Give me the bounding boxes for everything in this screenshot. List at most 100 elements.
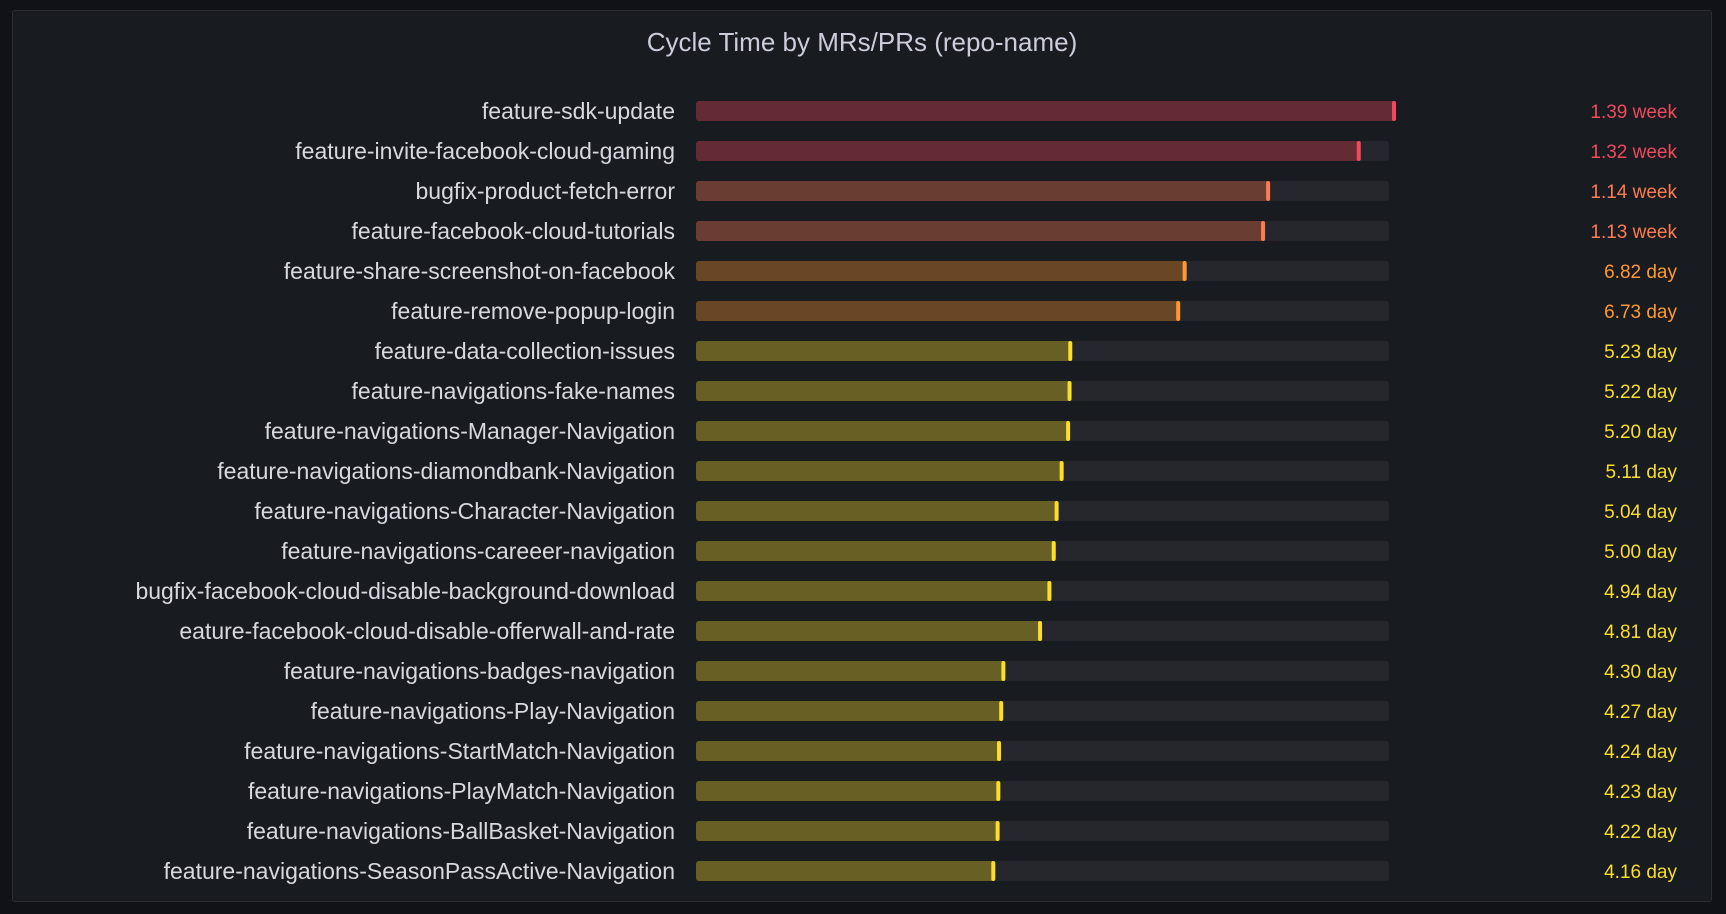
- value-label: 4.81 day: [1604, 622, 1677, 643]
- bar: [696, 381, 1072, 401]
- category-label: feature-remove-popup-login: [391, 298, 675, 324]
- category-label: feature-navigations-Character-Navigation: [254, 498, 675, 524]
- bar-row: feature-data-collection-issues 5.23 day: [375, 338, 1678, 364]
- bar-edge: [1047, 581, 1052, 601]
- category-label: feature-navigations-Play-Navigation: [311, 698, 675, 724]
- category-label: feature-navigations-fake-names: [352, 378, 675, 404]
- bar-row: feature-navigations-Manager-Navigation 5.…: [265, 418, 1678, 444]
- bar: [696, 701, 1004, 721]
- value-label: 1.39 week: [1590, 102, 1677, 123]
- bar: [696, 821, 1000, 841]
- bar-edge: [991, 861, 996, 881]
- bar-row: feature-navigations-Character-Navigation…: [254, 498, 1677, 524]
- bar-edge: [1001, 661, 1006, 681]
- bar-row: feature-facebook-cloud-tutorials 1.13 wee…: [352, 218, 1678, 244]
- bar-row: feature-navigations-careeer-navigation 5.…: [281, 538, 1677, 564]
- bar-edge: [1059, 461, 1064, 481]
- value-label: 5.04 day: [1604, 502, 1677, 523]
- category-label: feature-navigations-StartMatch-Navigatio…: [244, 738, 675, 764]
- bar-edge: [1261, 221, 1266, 241]
- bar: [696, 421, 1071, 441]
- value-label: 6.73 day: [1604, 302, 1677, 323]
- category-label: feature-invite-facebook-cloud-gaming: [295, 138, 675, 164]
- category-label: feature-sdk-update: [482, 98, 675, 124]
- value-label: 4.23 day: [1604, 782, 1677, 803]
- value-label: 5.20 day: [1604, 422, 1677, 443]
- bar-row: feature-navigations-Play-Navigation 4.27 …: [311, 698, 1678, 724]
- value-label: 5.00 day: [1604, 542, 1677, 563]
- value-label: 4.30 day: [1604, 662, 1677, 683]
- category-label: feature-navigations-PlayMatch-Navigation: [248, 778, 675, 804]
- bar-edge: [1051, 541, 1056, 561]
- bar-row: bugfix-product-fetch-error 1.14 week: [416, 178, 1678, 204]
- category-label: feature-navigations-SeasonPassActive-Nav…: [164, 858, 675, 884]
- bar-edge: [1266, 181, 1271, 201]
- bar-edge: [1356, 141, 1361, 161]
- bar-row: feature-invite-facebook-cloud-gaming 1.32…: [295, 138, 1677, 164]
- value-label: 6.82 day: [1604, 262, 1677, 283]
- bar-edge: [1176, 301, 1181, 321]
- bar: [696, 221, 1266, 241]
- chart-panel: Cycle Time by MRs/PRs (repo-name) featur…: [12, 10, 1712, 902]
- category-label: eature-facebook-cloud-disable-offerwall-…: [179, 618, 675, 644]
- category-label: feature-share-screenshot-on-facebook: [284, 258, 676, 284]
- bar: [696, 341, 1073, 361]
- bar-row: eature-facebook-cloud-disable-offerwall-…: [179, 618, 1677, 644]
- bar-row: feature-remove-popup-login 6.73 day: [391, 298, 1677, 324]
- bar-row: bugfix-facebook-cloud-disable-background…: [135, 578, 1677, 604]
- value-label: 5.22 day: [1604, 382, 1677, 403]
- bar-edge: [1038, 621, 1043, 641]
- bar: [696, 501, 1059, 521]
- bar-edge: [996, 781, 1001, 801]
- bar-edge: [1182, 261, 1187, 281]
- bar: [696, 861, 996, 881]
- category-label: bugfix-product-fetch-error: [416, 178, 676, 204]
- bar-row: feature-navigations-SeasonPassActive-Nav…: [164, 858, 1678, 884]
- category-label: bugfix-facebook-cloud-disable-background…: [135, 578, 675, 604]
- bar-edge: [1392, 101, 1396, 121]
- bar-edge: [1068, 341, 1073, 361]
- bar: [696, 581, 1052, 601]
- value-label: 1.13 week: [1590, 222, 1677, 243]
- category-label: feature-navigations-diamondbank-Navigati…: [217, 458, 675, 484]
- value-label: 4.94 day: [1604, 582, 1677, 603]
- bar-edge: [995, 821, 1000, 841]
- value-label: 1.32 week: [1590, 142, 1677, 163]
- bar: [696, 301, 1181, 321]
- bar-edge: [1066, 421, 1071, 441]
- bar-row: feature-navigations-BallBasket-Navigatio…: [247, 818, 1678, 844]
- bar-row: feature-navigations-badges-navigation 4.3…: [284, 658, 1678, 684]
- category-label: feature-facebook-cloud-tutorials: [352, 218, 675, 244]
- value-label: 5.11 day: [1606, 462, 1678, 483]
- bar-edge: [1067, 381, 1072, 401]
- bar-row: feature-navigations-fake-names 5.22 day: [352, 378, 1678, 404]
- category-label: feature-data-collection-issues: [375, 338, 675, 364]
- bar: [696, 621, 1043, 641]
- category-label: feature-navigations-Manager-Navigation: [265, 418, 675, 444]
- bar: [696, 741, 1002, 761]
- panel-title: Cycle Time by MRs/PRs (repo-name): [646, 27, 1078, 57]
- value-label: 1.14 week: [1590, 182, 1677, 203]
- bar: [696, 181, 1271, 201]
- bar-row: feature-sdk-update 1.39 week: [482, 98, 1678, 124]
- value-label: 4.27 day: [1604, 702, 1677, 723]
- bar-edge: [997, 741, 1002, 761]
- category-label: feature-navigations-careeer-navigation: [281, 538, 675, 564]
- bar-row: feature-navigations-StartMatch-Navigatio…: [244, 738, 1677, 764]
- bar: [696, 461, 1064, 481]
- bar-row: feature-navigations-diamondbank-Navigati…: [217, 458, 1677, 484]
- bar-gauge-chart: feature-sdk-update 1.39 week feature-invit…: [135, 98, 1678, 884]
- bar: [696, 101, 1396, 121]
- bar: [696, 261, 1187, 281]
- value-label: 4.16 day: [1604, 862, 1677, 883]
- value-label: 4.24 day: [1604, 742, 1677, 763]
- bar-edge: [999, 701, 1004, 721]
- bar-row: feature-navigations-PlayMatch-Navigation…: [248, 778, 1677, 804]
- bar: [696, 661, 1006, 681]
- bar: [696, 141, 1361, 161]
- value-label: 4.22 day: [1604, 822, 1677, 843]
- bar-row: feature-share-screenshot-on-facebook 6.82…: [284, 258, 1678, 284]
- bar: [696, 541, 1056, 561]
- bar: [696, 781, 1001, 801]
- bar-edge: [1054, 501, 1059, 521]
